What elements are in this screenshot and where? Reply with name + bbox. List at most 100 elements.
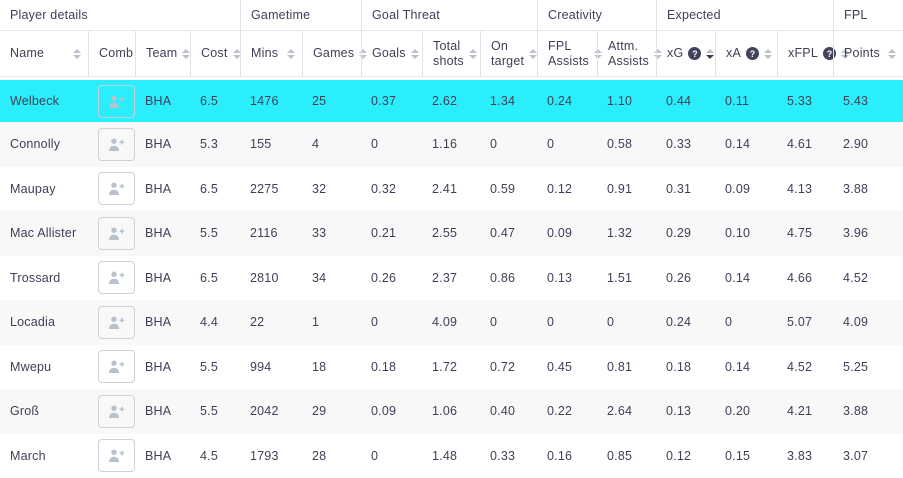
column-header-xa[interactable]: xA? [715,31,777,76]
cell-value: 0 [607,315,614,329]
add-to-comparison-button[interactable] [98,306,135,339]
cell-team: BHA [135,167,190,212]
cell-xfpl: 4.13 [777,167,833,212]
column-header-fpl-assists[interactable]: FPL Assists [537,31,597,76]
column-header-goals[interactable]: Goals [361,31,422,76]
column-label: Comb [99,46,133,61]
sort-icon[interactable] [469,49,477,59]
cell-attm-assists: 1.51 [597,256,656,301]
add-to-comparison-button[interactable] [98,217,135,250]
cell-value: March [10,449,46,463]
help-icon[interactable]: ? [688,47,701,60]
cell-value: 0.12 [666,449,691,463]
sort-icon[interactable] [411,49,419,59]
column-header-name[interactable]: Name [0,31,88,76]
cell-xa: 0.14 [715,256,777,301]
cell-value: 0 [371,315,378,329]
cell-value: 0.12 [547,182,572,196]
column-header-team[interactable]: Team [135,31,190,76]
sort-icon[interactable] [73,49,81,59]
cell-value: 4.52 [843,271,868,285]
sort-icon[interactable] [706,49,714,59]
column-header-cost[interactable]: Cost [190,31,240,76]
cell-value: 0.26 [371,271,396,285]
add-to-comparison-button[interactable] [98,85,135,118]
cell-team: BHA [135,300,190,345]
cell-value: 6.5 [200,182,218,196]
cell-cost: 5.3 [190,122,240,167]
cell-xg: 0.13 [656,389,715,434]
cell-value: 2.55 [432,226,457,240]
cell-value: BHA [145,137,171,151]
cell-on-target: 0 [480,122,537,167]
cell-name: Groß [0,389,88,434]
cell-value: 0.40 [490,404,515,418]
add-to-comparison-button[interactable] [98,350,135,383]
cell-points: 4.09 [833,300,903,345]
cell-value: 0.44 [666,94,691,108]
cell-value: 4.52 [787,360,812,374]
add-to-comparison-button[interactable] [98,261,135,294]
cell-comb [88,389,135,434]
add-to-comparison-button[interactable] [98,172,135,205]
cell-games: 32 [302,167,361,212]
person-add-icon [108,137,125,152]
cell-value: 5.3 [200,137,218,151]
cell-mins: 994 [240,345,302,390]
help-icon[interactable]: ? [746,47,759,60]
column-header-on-target[interactable]: On target [480,31,537,76]
cell-value: Connolly [10,137,60,151]
cell-value: 6.5 [200,271,218,285]
cell-xg: 0.44 [656,80,715,122]
cell-value: 4.4 [200,315,218,329]
sort-icon[interactable] [529,49,537,59]
cell-goals: 0.37 [361,80,422,122]
sort-icon[interactable] [287,49,295,59]
group-header-fpl: FPL [833,0,903,30]
column-header-attm-assists[interactable]: Attm. Assists [597,31,656,76]
cell-total-shots: 1.72 [422,345,480,390]
sort-icon[interactable] [888,49,896,59]
cell-on-target: 0.33 [480,434,537,478]
cell-on-target: 0.86 [480,256,537,301]
cell-value: BHA [145,315,171,329]
cell-name: Connolly [0,122,88,167]
add-to-comparison-button[interactable] [98,395,135,428]
cell-xfpl: 4.61 [777,122,833,167]
cell-goals: 0 [361,122,422,167]
column-header-games[interactable]: Games [302,31,361,76]
group-header-label: Gametime [251,8,310,22]
column-header-total-shots[interactable]: Total shots [422,31,480,76]
cell-attm-assists: 0.58 [597,122,656,167]
column-header-xg[interactable]: xG? [656,31,715,76]
cell-mins: 155 [240,122,302,167]
cell-cost: 4.4 [190,300,240,345]
sort-icon[interactable] [764,49,772,59]
cell-value: 5.07 [787,315,812,329]
add-to-comparison-button[interactable] [98,439,135,472]
column-label: Mins [251,46,278,61]
cell-value: Locadia [10,315,55,329]
column-header-mins[interactable]: Mins [240,31,302,76]
column-header-points[interactable]: Points [833,31,903,76]
add-to-comparison-button[interactable] [98,128,135,161]
cell-value: 994 [250,360,271,374]
person-add-icon [108,226,125,241]
cell-on-target: 0.40 [480,389,537,434]
cell-value: 0.14 [725,137,750,151]
person-add-icon [108,270,125,285]
cell-points: 3.07 [833,434,903,478]
cell-name: March [0,434,88,478]
column-header-xfpl[interactable]: xFPL? [777,31,833,76]
